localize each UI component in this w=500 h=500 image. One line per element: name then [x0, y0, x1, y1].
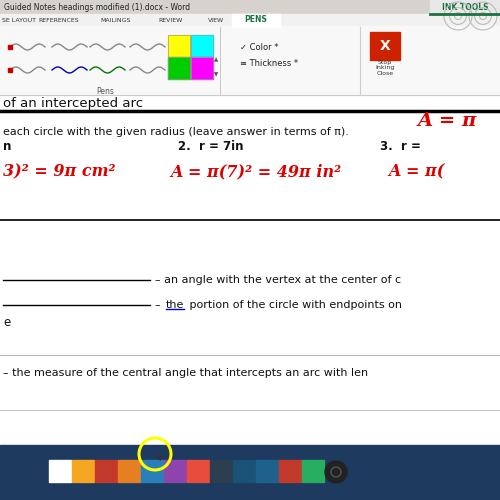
Bar	[168, 57, 190, 79]
Bar	[72, 460, 94, 482]
Text: the: the	[166, 300, 184, 310]
Bar	[191, 57, 213, 79]
Text: ✓ Color *: ✓ Color *	[240, 42, 279, 51]
Text: ▲: ▲	[214, 58, 218, 62]
Text: Stop
Inking
Close: Stop Inking Close	[376, 60, 394, 76]
Bar	[49, 460, 71, 482]
Bar	[279, 460, 301, 482]
Bar	[0, 95, 500, 445]
Text: A = π(7)² = 49π in²: A = π(7)² = 49π in²	[170, 164, 341, 180]
Bar	[0, 26, 500, 95]
Bar	[191, 35, 213, 57]
Text: INK TOOLS: INK TOOLS	[442, 2, 488, 12]
Text: Guided Notes headings modified (1).docx - Word: Guided Notes headings modified (1).docx …	[4, 2, 190, 12]
Text: 3)² = 9π cm²: 3)² = 9π cm²	[3, 164, 116, 180]
Bar	[232, 14, 280, 27]
Bar	[302, 460, 324, 482]
Text: MAILINGS: MAILINGS	[100, 18, 130, 22]
Bar	[0, 0, 500, 14]
Bar	[233, 460, 255, 482]
Text: –: –	[155, 300, 168, 310]
Text: A = π(: A = π(	[388, 164, 444, 180]
Text: portion of the circle with endpoints on: portion of the circle with endpoints on	[186, 300, 402, 310]
Text: REFERENCES: REFERENCES	[38, 18, 78, 22]
Text: each circle with the given radius (leave answer in terms of π).: each circle with the given radius (leave…	[3, 127, 349, 137]
Text: PENS: PENS	[244, 16, 268, 24]
Bar	[430, 0, 500, 14]
Text: 3.  r =: 3. r =	[380, 140, 421, 153]
Text: n: n	[3, 140, 12, 153]
Text: of an intercepted arc: of an intercepted arc	[3, 96, 143, 110]
Bar	[0, 14, 500, 26]
Text: – an angle with the vertex at the center of c: – an angle with the vertex at the center…	[155, 275, 401, 285]
Bar	[164, 460, 186, 482]
Bar	[168, 57, 190, 79]
Text: REVIEW: REVIEW	[158, 18, 182, 22]
Text: Pens: Pens	[96, 88, 114, 96]
Bar	[141, 460, 163, 482]
Bar	[95, 460, 117, 482]
Text: X: X	[380, 39, 390, 53]
Bar	[191, 57, 213, 79]
Bar	[168, 35, 190, 57]
Bar	[256, 460, 278, 482]
Text: 2.  r = 7in: 2. r = 7in	[178, 140, 244, 153]
Text: – the measure of the central angle that intercepts an arc with len: – the measure of the central angle that …	[3, 368, 368, 378]
Text: SE LAYOUT: SE LAYOUT	[2, 18, 36, 22]
Bar	[118, 460, 140, 482]
Bar	[168, 35, 190, 57]
Circle shape	[325, 461, 347, 483]
Text: e: e	[3, 316, 10, 330]
Text: ≡ Thickness *: ≡ Thickness *	[240, 58, 298, 68]
Bar	[191, 35, 213, 57]
Text: A = π: A = π	[418, 112, 477, 130]
Text: VIEW: VIEW	[208, 18, 224, 22]
Bar	[210, 460, 232, 482]
Bar	[0, 445, 500, 500]
Bar	[370, 32, 400, 60]
Bar	[187, 460, 209, 482]
Text: ▼: ▼	[214, 72, 218, 78]
